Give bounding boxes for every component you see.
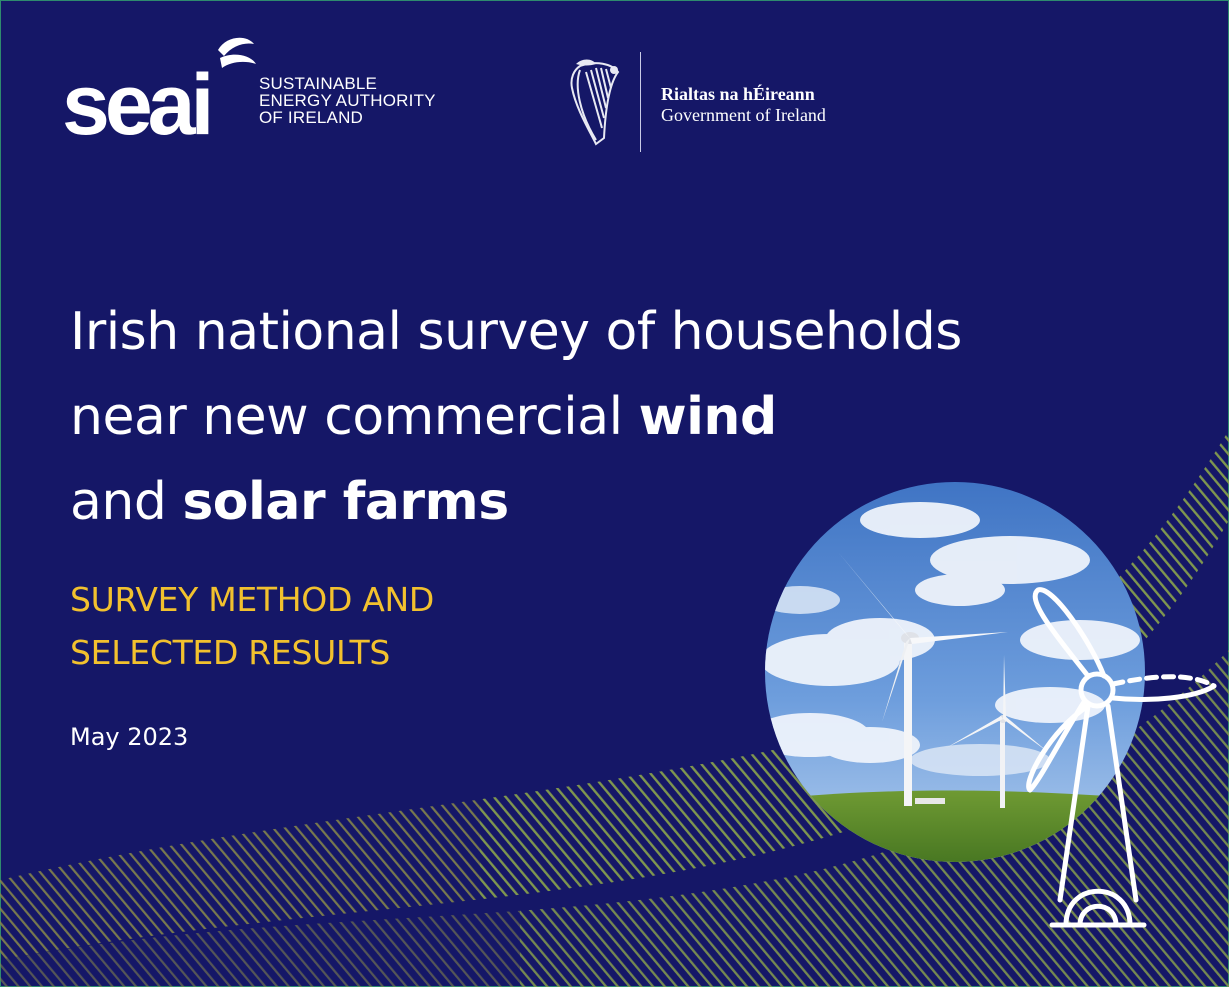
seai-leaf-logo: seai	[62, 37, 256, 144]
gov-name-english: Government of Ireland	[661, 105, 826, 125]
report-title: Irish national survey of households near…	[70, 290, 1190, 545]
gov-name-irish: Rialtas na hÉireann	[661, 84, 815, 104]
government-of-ireland-logo: Rialtas na hÉireann Government of Irelan…	[661, 84, 826, 126]
title-line-2-text: near new commercial	[70, 387, 639, 447]
seai-tagline-line-2: ENERGY AUTHORITY	[259, 91, 436, 110]
seai-tagline-line-1: SUSTAINABLE	[259, 74, 378, 93]
title-line-2: near new commercial wind	[70, 375, 1190, 460]
logo-divider	[640, 52, 641, 152]
title-line-3-bold: solar farms	[182, 472, 509, 532]
subtitle-line-1: SURVEY METHOD AND	[70, 580, 435, 619]
title-line-3-text: and	[70, 472, 183, 532]
seai-tagline: SUSTAINABLE ENERGY AUTHORITY OF IRELAND	[259, 75, 436, 126]
harp-emblem-icon	[570, 59, 620, 146]
title-line-2-bold: wind	[638, 387, 778, 447]
seai-wordmark: seai	[62, 57, 209, 144]
subtitle-line-2: SELECTED RESULTS	[70, 633, 391, 672]
title-line-3: and solar farms	[70, 460, 1190, 545]
seai-tagline-line-3: OF IRELAND	[259, 108, 364, 127]
publication-date: May 2023	[70, 723, 189, 751]
report-subtitle: SURVEY METHOD AND SELECTED RESULTS	[70, 573, 434, 679]
title-line-1: Irish national survey of households	[70, 302, 962, 362]
